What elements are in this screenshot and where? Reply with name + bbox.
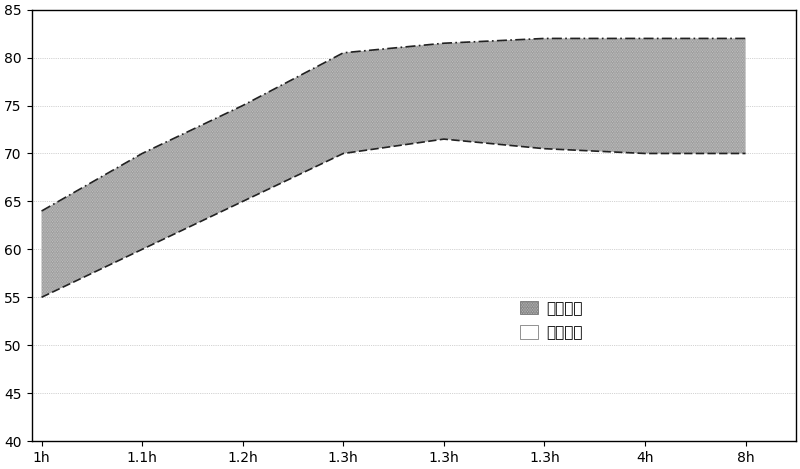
Legend: 自适应区, 受保护区: 自适应区, 受保护区 (514, 295, 589, 346)
